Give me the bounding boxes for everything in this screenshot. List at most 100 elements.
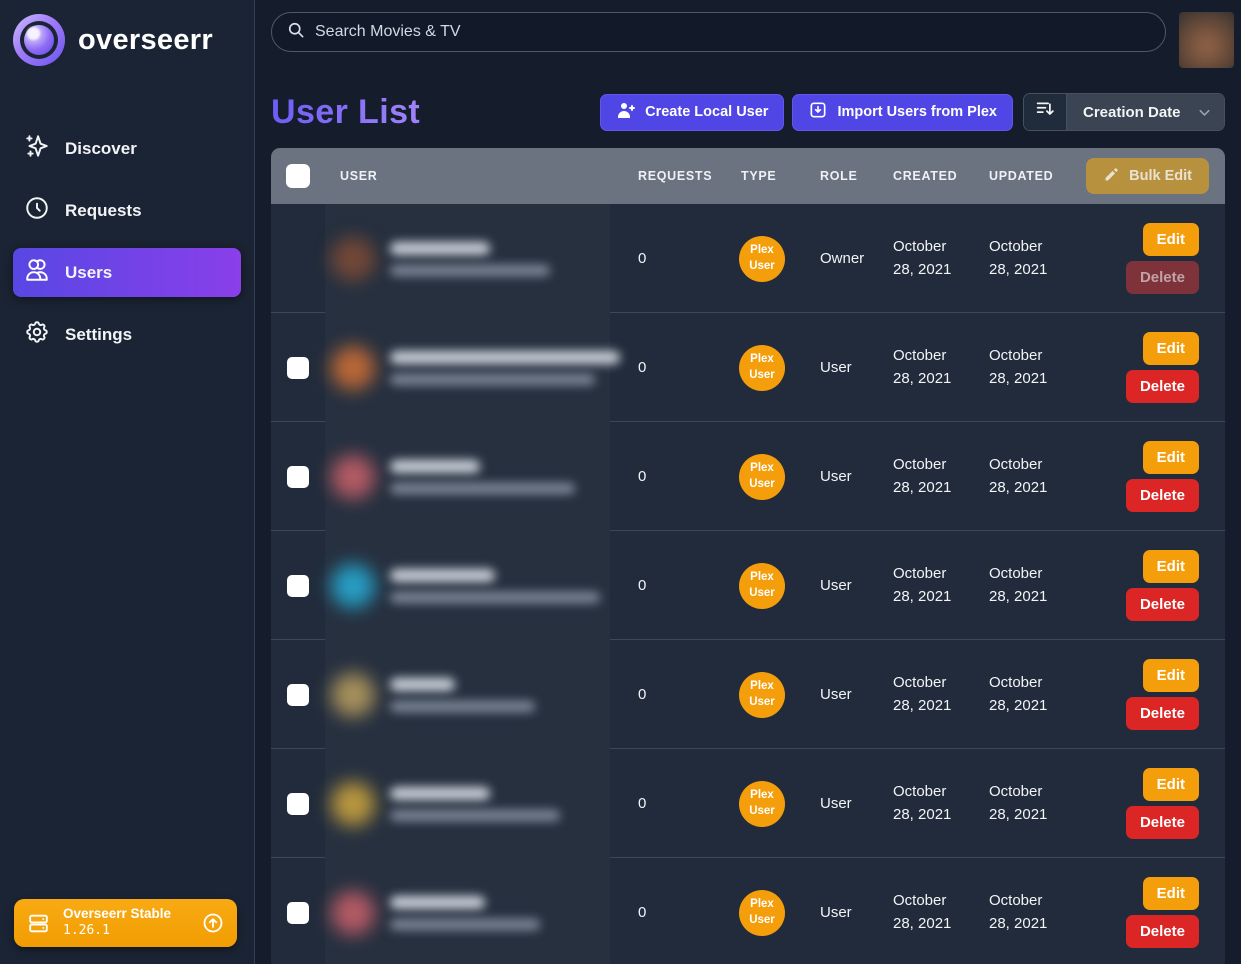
redacted-user-name (390, 786, 560, 821)
redacted-user-name (390, 895, 540, 930)
sidebar-item-users[interactable]: Users (13, 248, 241, 297)
sidebar-item-label: Settings (65, 324, 133, 344)
delete-button[interactable]: Delete (1125, 915, 1199, 948)
chevron-down-icon (1196, 104, 1213, 121)
role-value: User (820, 795, 852, 812)
row-checkbox[interactable] (287, 465, 309, 488)
role-value: User (820, 904, 852, 921)
table-row: 0 Plex User User October 28, 2021 Octobe… (271, 749, 1225, 858)
row-actions: Edit Delete (1057, 441, 1225, 512)
sidebar-item-requests[interactable]: Requests (13, 186, 241, 235)
sort-field-select[interactable]: Creation Date (1067, 94, 1224, 130)
badge-line2: User (749, 586, 775, 599)
delete-button[interactable]: Delete (1125, 370, 1199, 403)
redacted-user-name (390, 459, 575, 494)
role-value: User (820, 577, 852, 594)
version-number: 1.26.1 (63, 923, 110, 939)
user-cell[interactable] (325, 204, 610, 313)
user-cell[interactable] (325, 422, 610, 531)
badge-line1: Plex (750, 461, 774, 474)
sidebar: overseerr Discover Requests Users Settin… (0, 0, 255, 964)
badge-line1: Plex (750, 243, 774, 256)
type-cell: Plex User (713, 344, 792, 391)
table-row: 0 Plex User User October 28, 2021 Octobe… (271, 313, 1225, 422)
app-logo[interactable]: overseerr (0, 0, 254, 80)
edit-button[interactable]: Edit (1142, 223, 1199, 256)
row-actions: Edit Delete (1057, 877, 1225, 948)
created-value: October 28, 2021 (893, 674, 952, 714)
plex-user-badge: Plex User (739, 235, 785, 282)
sort-control: Creation Date (1023, 93, 1225, 131)
row-checkbox[interactable] (287, 683, 309, 706)
delete-button[interactable]: Delete (1125, 261, 1199, 294)
badge-line2: User (749, 259, 775, 272)
version-badge[interactable]: Overseerr Stable 1.26.1 (14, 899, 237, 947)
sidebar-item-settings[interactable]: Settings (13, 310, 241, 359)
edit-button[interactable]: Edit (1142, 550, 1199, 583)
user-table: USER REQUESTS TYPE ROLE CREATED UPDATED … (271, 148, 1225, 964)
sidebar-item-label: Discover (65, 138, 137, 158)
delete-button[interactable]: Delete (1125, 479, 1199, 512)
edit-button[interactable]: Edit (1142, 659, 1199, 692)
column-header-requests: REQUESTS (638, 169, 713, 183)
select-all-checkbox[interactable] (286, 164, 310, 188)
searchbar (271, 12, 1166, 52)
plex-user-badge: Plex User (739, 780, 785, 827)
avatar (331, 236, 375, 281)
avatar (331, 672, 375, 717)
row-actions: Edit Delete (1057, 223, 1225, 294)
user-avatar-menu[interactable] (1179, 12, 1234, 68)
download-icon (808, 100, 828, 124)
type-cell: Plex User (713, 453, 792, 500)
plex-user-badge: Plex User (739, 344, 785, 391)
user-name-blur (390, 459, 480, 473)
pencil-icon (1103, 166, 1120, 187)
search-input[interactable] (315, 23, 1151, 41)
badge-line1: Plex (750, 352, 774, 365)
arrow-up-circle-icon (201, 911, 225, 935)
gear-icon (24, 319, 50, 350)
create-local-user-button[interactable]: Create Local User (600, 93, 785, 131)
user-cell[interactable] (325, 313, 620, 422)
type-cell: Plex User (713, 889, 792, 936)
user-cell[interactable] (325, 640, 610, 749)
avatar (331, 781, 375, 826)
bulk-edit-button[interactable]: Bulk Edit (1086, 158, 1209, 194)
type-cell: Plex User (713, 562, 792, 609)
requests-count: 0 (638, 250, 647, 267)
delete-button[interactable]: Delete (1125, 697, 1199, 730)
version-title: Overseerr Stable (63, 906, 172, 922)
updated-value: October 28, 2021 (989, 674, 1048, 714)
overseerr-logo-icon (13, 14, 65, 66)
edit-button[interactable]: Edit (1142, 768, 1199, 801)
created-value: October 28, 2021 (893, 456, 952, 496)
edit-button[interactable]: Edit (1142, 332, 1199, 365)
row-checkbox[interactable] (287, 792, 309, 815)
user-name-blur (390, 786, 490, 800)
edit-button[interactable]: Edit (1142, 877, 1199, 910)
user-email-blur (390, 482, 575, 494)
delete-button[interactable]: Delete (1125, 588, 1199, 621)
user-cell[interactable] (325, 531, 610, 640)
plex-user-badge: Plex User (739, 453, 785, 500)
row-checkbox[interactable] (287, 901, 309, 924)
role-value: User (820, 468, 852, 485)
delete-button[interactable]: Delete (1125, 806, 1199, 839)
redacted-user-name (390, 568, 600, 603)
row-checkbox[interactable] (287, 574, 309, 597)
user-cell[interactable] (325, 749, 610, 858)
app-wordmark: overseerr (78, 23, 213, 56)
table-row: 0 Plex User User October 28, 2021 Octobe… (271, 422, 1225, 531)
updated-value: October 28, 2021 (989, 347, 1048, 387)
created-value: October 28, 2021 (893, 892, 952, 932)
sidebar-item-discover[interactable]: Discover (13, 124, 241, 173)
user-cell[interactable] (325, 858, 610, 964)
row-checkbox[interactable] (287, 356, 309, 379)
import-users-from-plex-button[interactable]: Import Users from Plex (792, 93, 1013, 131)
table-header: USER REQUESTS TYPE ROLE CREATED UPDATED … (271, 148, 1225, 204)
table-row: 0 Plex User User October 28, 2021 Octobe… (271, 640, 1225, 749)
user-email-blur (390, 591, 600, 603)
created-value: October 28, 2021 (893, 238, 952, 278)
edit-button[interactable]: Edit (1142, 441, 1199, 474)
sort-direction-button[interactable] (1024, 94, 1067, 130)
